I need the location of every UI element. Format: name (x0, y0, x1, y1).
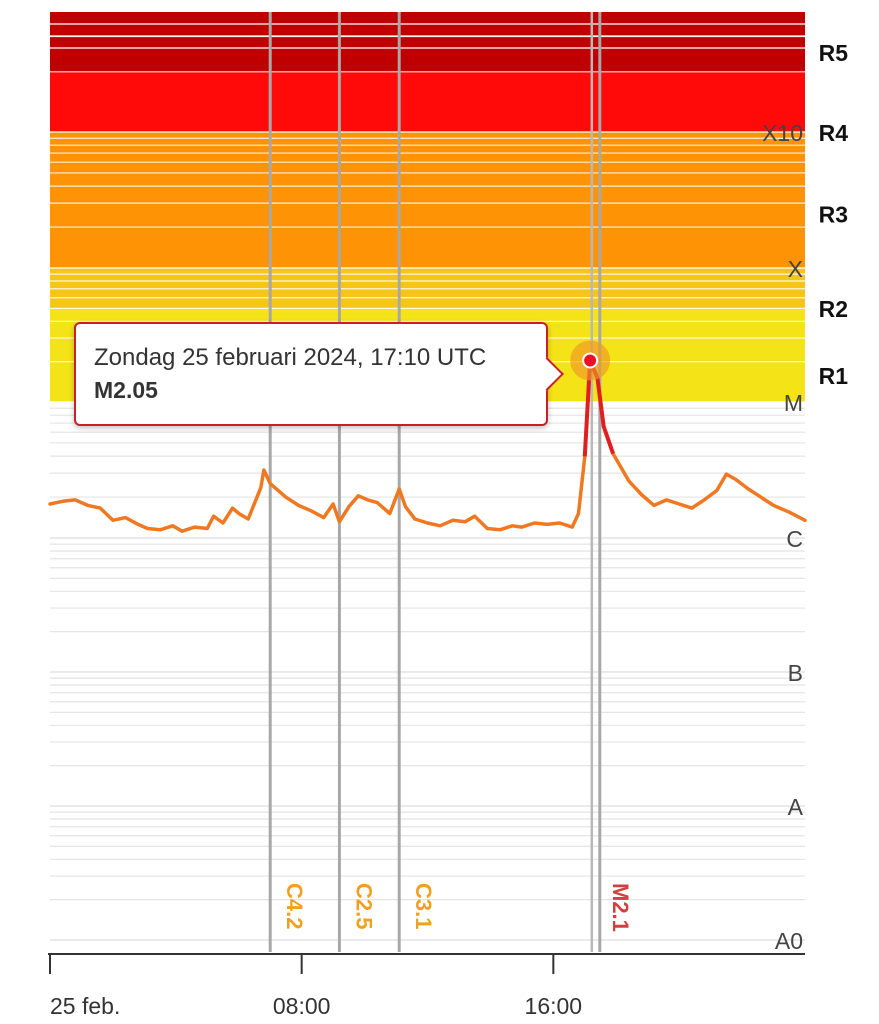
series-line-0 (48, 358, 807, 533)
r-label-r2: R2 (819, 296, 848, 322)
class-label-a0: A0 (775, 928, 803, 954)
flare-label-c3-1: C3.1 (411, 883, 436, 929)
class-labels: X10 X M C B A A0 (762, 120, 804, 954)
class-band-4 (50, 12, 805, 72)
flare-label-c4-2: C4.2 (282, 883, 307, 929)
class-label-c: C (786, 526, 803, 552)
flare-label-c2-5: C2.5 (351, 883, 376, 929)
r-label-r5: R5 (819, 40, 849, 66)
class-band-3 (50, 72, 805, 132)
class-label-m: M (784, 390, 803, 416)
class-label-b: B (788, 660, 803, 686)
r-label-r1: R1 (819, 363, 849, 389)
flux-series (48, 340, 807, 533)
class-label-x: X (788, 256, 803, 282)
class-label-a: A (788, 794, 804, 820)
flare-label-m2-1: M2.1 (608, 883, 633, 932)
tooltip: Zondag 25 februari 2024, 17:10 UTC M2.05 (74, 322, 548, 426)
x-tick-label: 25 feb. (50, 993, 120, 1019)
x-tick-label: 08:00 (273, 993, 331, 1019)
x-axis: 25 feb. 08:00 16:00 (48, 953, 805, 1019)
r-label-r4: R4 (819, 120, 849, 146)
class-band-2 (50, 132, 805, 268)
r-scale-labels: R5 R4 R3 R2 R1 (819, 40, 849, 389)
tooltip-value: M2.05 (94, 377, 158, 403)
tooltip-date: Zondag 25 februari 2024, 17:10 UTC (94, 344, 487, 371)
x-tick-label: 16:00 (525, 993, 583, 1019)
r-label-r3: R3 (819, 202, 848, 228)
class-label-x10: X10 (762, 120, 803, 146)
selected-point (582, 352, 599, 369)
